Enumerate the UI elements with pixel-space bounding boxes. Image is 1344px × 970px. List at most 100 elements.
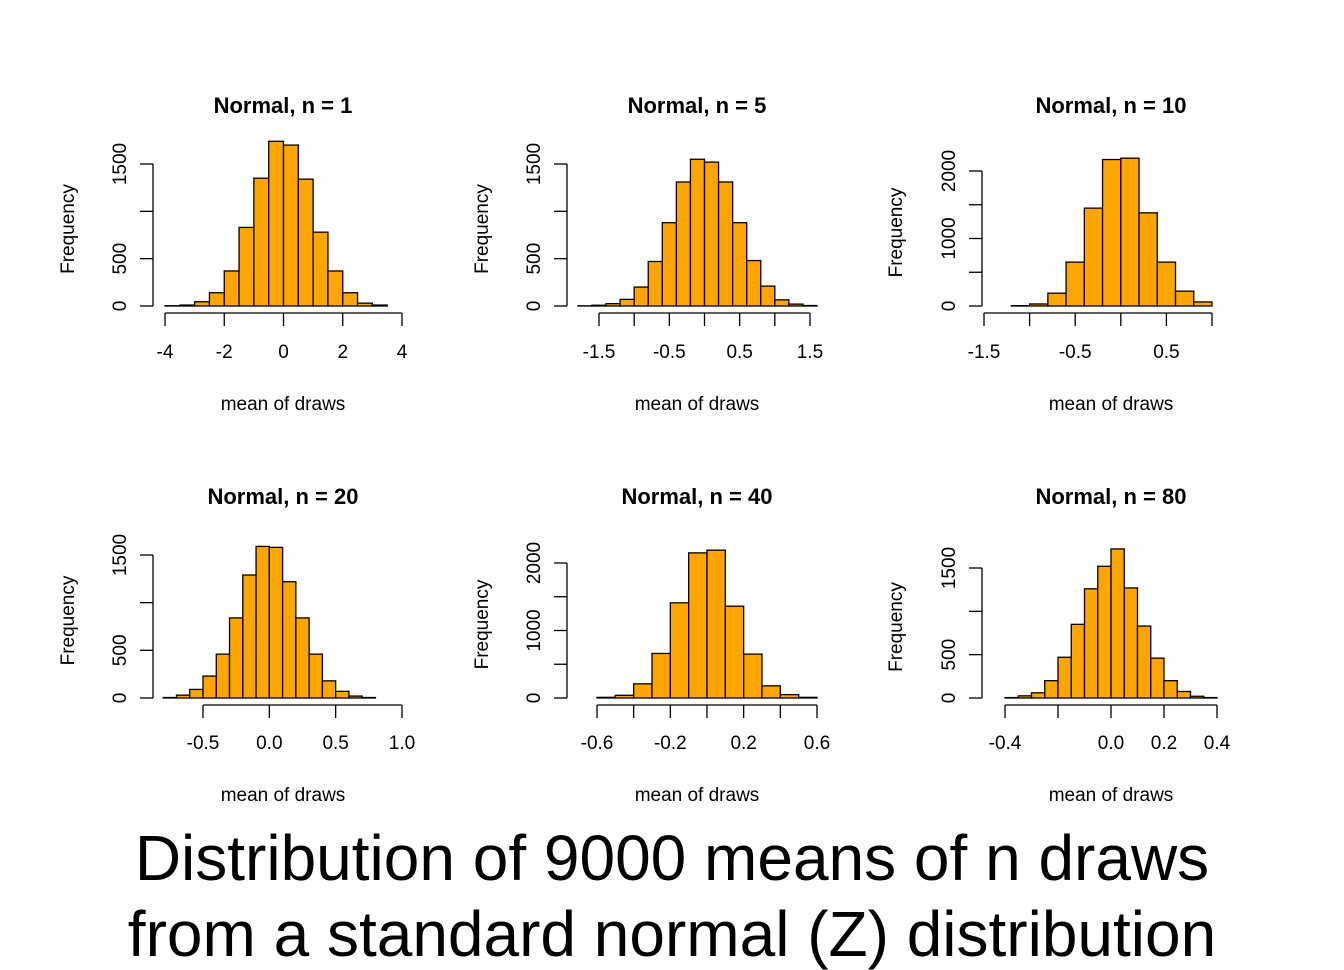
histogram-bar (597, 697, 615, 698)
y-axis-label: Frequency (472, 184, 493, 274)
histogram-bar (761, 286, 775, 306)
x-tick-label: 0.4 (1204, 733, 1231, 754)
panel-title: Normal, n = 20 (207, 484, 358, 509)
y-tick-label: 0 (110, 693, 131, 704)
histogram-bar (358, 303, 373, 306)
histogram-bar (243, 575, 256, 698)
histogram-bar (1085, 589, 1098, 698)
histogram-bar (1124, 588, 1137, 698)
y-tick-label: 500 (524, 243, 545, 275)
y-tick-label: 0 (939, 301, 960, 312)
histogram-bar (592, 305, 606, 306)
histogram-bar (1032, 693, 1045, 698)
histogram-bar (676, 182, 690, 306)
histogram-bar (254, 178, 269, 306)
histogram-bar (349, 696, 362, 698)
y-tick-label: 0 (524, 301, 545, 312)
histogram-bar (634, 287, 648, 306)
histogram-bar (747, 261, 761, 306)
histogram-bar (1157, 262, 1175, 306)
x-tick-label: -0.5 (187, 733, 220, 754)
histogram-bar (719, 182, 733, 306)
x-axis-label: mean of draws (1049, 394, 1174, 415)
histogram-bar (744, 654, 762, 698)
x-tick-label: -0.5 (1059, 342, 1092, 363)
y-tick-label: 1500 (939, 547, 960, 589)
x-axis-label: mean of draws (221, 394, 346, 415)
histogram-bar (707, 550, 725, 698)
histogram-bar (789, 304, 803, 306)
x-axis-label: mean of draws (635, 785, 760, 806)
x-axis-label: mean of draws (1049, 785, 1174, 806)
x-tick-label: -0.5 (653, 342, 686, 363)
histogram-bar (180, 305, 195, 306)
x-tick-label: 0.2 (730, 733, 756, 754)
histogram-bar (203, 676, 216, 698)
y-axis-label: Frequency (58, 575, 79, 665)
histogram-bar (1139, 213, 1157, 306)
histogram-bar (1138, 626, 1151, 698)
histogram-bar (195, 302, 210, 306)
figure-title-line-1: Distribution of 9000 means of n draws (0, 826, 1344, 890)
panel-title: Normal, n = 40 (621, 484, 772, 509)
histogram-bar (652, 653, 670, 698)
histogram-bar (690, 159, 704, 306)
histogram-bar (1018, 696, 1031, 698)
histogram-bar (216, 654, 229, 698)
y-tick-label: 0 (110, 301, 131, 312)
x-tick-label: 0.6 (804, 733, 830, 754)
histogram-bar (733, 223, 747, 306)
histogram-bar (1048, 293, 1066, 306)
x-tick-label: 0.2 (1151, 733, 1177, 754)
panel-title: Normal, n = 1 (214, 93, 353, 118)
histogram-bar (1176, 291, 1194, 306)
histogram-bar (1194, 302, 1212, 306)
histogram-bar (775, 300, 789, 306)
x-tick-label: -1.5 (583, 342, 616, 363)
histogram-bar (176, 695, 189, 698)
y-tick-label: 1500 (524, 143, 545, 185)
histogram-bar (670, 603, 688, 698)
histogram-bar (298, 179, 313, 306)
histogram-bar (269, 547, 282, 698)
x-tick-label: 4 (397, 342, 408, 363)
histogram-bar (190, 689, 203, 698)
histogram-bar (1121, 158, 1139, 306)
histogram-bar (1058, 657, 1071, 698)
histogram-bar (309, 654, 322, 698)
histogram-bar (1045, 681, 1058, 698)
histogram-bar (620, 299, 634, 306)
x-tick-label: -0.6 (581, 733, 614, 754)
y-tick-label: 1000 (524, 609, 545, 651)
histogram-bar (1071, 624, 1084, 698)
y-tick-label: 2000 (939, 150, 960, 192)
histogram-bar (705, 162, 719, 306)
x-tick-label: -0.4 (989, 733, 1022, 754)
y-tick-label: 500 (110, 243, 131, 275)
y-axis-label: Frequency (886, 187, 907, 277)
x-axis-label: mean of draws (635, 394, 760, 415)
histogram-bar (1111, 549, 1124, 698)
histogram-bar (284, 145, 299, 306)
y-tick-label: 500 (939, 639, 960, 671)
x-tick-label: 1.5 (797, 342, 823, 363)
x-tick-label: 0.5 (1153, 342, 1179, 363)
x-tick-label: 0.5 (726, 342, 752, 363)
histogram-bar (799, 697, 817, 698)
x-tick-label: -0.2 (654, 733, 687, 754)
y-axis-label: Frequency (886, 582, 907, 672)
histogram-bar (762, 686, 780, 698)
y-tick-label: 500 (110, 634, 131, 666)
x-axis-label: mean of draws (221, 785, 346, 806)
y-axis-label: Frequency (58, 184, 79, 274)
histogram-bar (725, 606, 743, 698)
histogram-bar (615, 695, 633, 698)
x-tick-label: -4 (157, 342, 174, 363)
panel-title: Normal, n = 80 (1035, 484, 1186, 509)
